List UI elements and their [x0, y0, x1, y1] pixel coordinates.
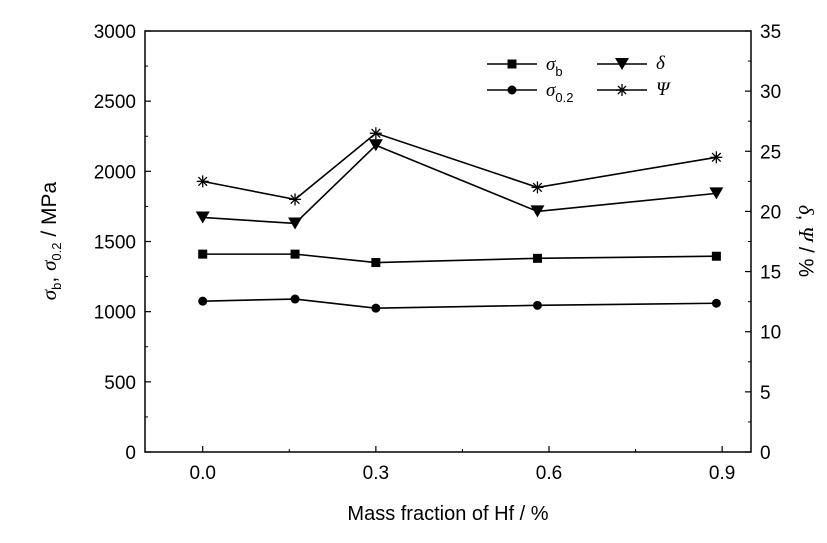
- series-line: [202, 132, 717, 201]
- left-y-tick-label: 2500: [94, 92, 136, 113]
- right-y-tick-label: 0: [760, 443, 771, 464]
- left-y-tick-label: 500: [104, 373, 136, 394]
- svg-text:σb: σb: [546, 54, 563, 79]
- data-point-circle: [532, 300, 542, 310]
- series-delta: [195, 139, 724, 230]
- data-point-circle: [198, 296, 208, 306]
- data-point-square: [290, 249, 300, 259]
- series-line: [202, 144, 717, 225]
- data-point-triangle: [288, 217, 303, 230]
- data-point-triangle: [530, 205, 545, 218]
- data-point-square: [532, 253, 542, 263]
- svg-text:σ0.2: σ0.2: [546, 80, 573, 105]
- series-line: [202, 298, 717, 309]
- legend-marker-asterisk: [616, 84, 628, 96]
- legend-item-psi: Ψ: [597, 79, 671, 100]
- left-y-tick-label: 1000: [94, 303, 136, 324]
- series-sigma-b: [198, 249, 721, 268]
- legend: σb σ0.2 δ Ψ: [487, 53, 671, 105]
- right-y-tick-label: 25: [760, 142, 781, 163]
- right-y-tick-label: 15: [760, 263, 781, 284]
- legend-item-delta: δ: [597, 53, 666, 74]
- x-tick-label: 0.9: [709, 463, 735, 484]
- right-y-tick-label: 5: [760, 383, 771, 404]
- legend-marker-square: [507, 59, 517, 69]
- legend-item-sigma-02: σ0.2: [487, 80, 573, 105]
- data-point-circle: [711, 298, 721, 308]
- x-axis-title: Mass fraction of Hf / %: [347, 503, 548, 525]
- left-y-tick-label: 0: [125, 443, 136, 464]
- series-sigma-02: [198, 294, 721, 313]
- data-point-square: [198, 249, 208, 259]
- legend-marker-triangle-down: [615, 58, 629, 70]
- left-y-axis-title: σb, σ0.2 / MPa: [37, 181, 64, 300]
- right-y-tick-label: 10: [760, 323, 781, 344]
- series-line: [202, 253, 717, 264]
- data-point-asterisk: [531, 181, 544, 194]
- right-y-tick-label: 30: [760, 82, 781, 103]
- svg-text:Ψ: Ψ: [656, 79, 671, 100]
- data-point-triangle: [195, 211, 210, 224]
- right-y-tick-label: 20: [760, 202, 781, 223]
- data-point-square: [371, 258, 381, 268]
- svg-text:δ: δ: [656, 53, 666, 74]
- left-y-tick-label: 2000: [94, 162, 136, 183]
- series-layer: [195, 127, 724, 313]
- right-y-axis: 0 5 10 15 20 25 30 35: [745, 22, 781, 464]
- right-y-tick-label: 35: [760, 22, 781, 43]
- legend-item-sigma-b: σb: [487, 54, 563, 79]
- data-point-asterisk: [289, 193, 302, 206]
- series-psi: [196, 127, 723, 206]
- x-axis: 0.0 0.3 0.6 0.9: [190, 446, 735, 484]
- x-tick-label: 0.3: [363, 463, 389, 484]
- right-y-axis-title: δ, Ψ / %: [794, 205, 818, 277]
- data-point-asterisk: [710, 151, 723, 164]
- data-point-triangle: [368, 139, 383, 152]
- data-point-square: [711, 251, 721, 261]
- left-y-axis: 0 500 1000 1500 2000 2500 3000: [94, 22, 151, 464]
- data-point-triangle: [709, 187, 724, 200]
- x-tick-label: 0.0: [190, 463, 216, 484]
- x-tick-label: 0.6: [536, 463, 562, 484]
- data-point-asterisk: [369, 127, 382, 140]
- left-y-tick-label: 1500: [94, 233, 136, 254]
- legend-marker-circle: [507, 85, 517, 95]
- data-point-asterisk: [196, 175, 209, 188]
- left-y-tick-label: 3000: [94, 22, 136, 43]
- data-point-circle: [371, 303, 381, 313]
- data-point-circle: [290, 294, 300, 304]
